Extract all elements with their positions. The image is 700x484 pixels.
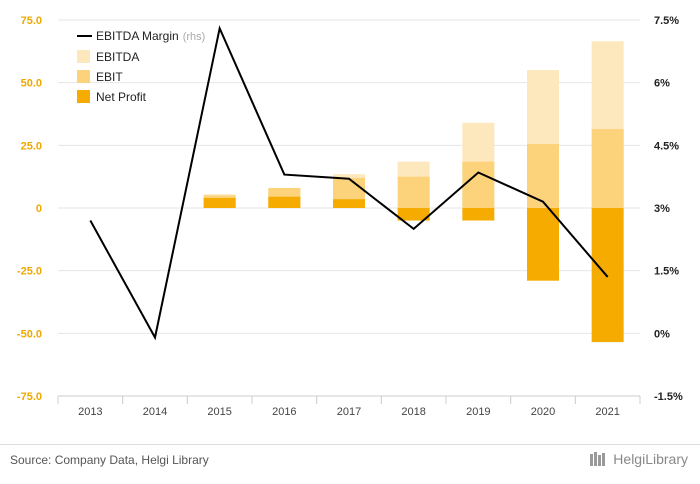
- legend-swatch-net-profit: [77, 90, 90, 103]
- y-right-tick-label: 7.5%: [654, 15, 679, 27]
- legend-label-ebit: EBIT: [96, 70, 123, 84]
- legend-swatch-ebit: [77, 70, 90, 83]
- y-left-tick-label: 25.0: [21, 140, 42, 152]
- x-tick-label: 2018: [401, 406, 425, 418]
- legend: EBITDA Margin (rhs) EBITDA EBIT Net Profit: [77, 29, 205, 104]
- x-tick-label: 2020: [531, 406, 555, 418]
- logo-text: HelgiLibrary: [613, 451, 688, 467]
- y-left-tick-label: -50.0: [17, 328, 42, 340]
- y-left-tick-label: 50.0: [21, 78, 42, 90]
- y-right-tick-label: 6%: [654, 78, 670, 90]
- legend-swatch-ebitda: [77, 50, 90, 63]
- y-right-tick-label: 1.5%: [654, 266, 679, 278]
- legend-label-ebitda: EBITDA: [96, 50, 139, 64]
- legend-label-net-profit: Net Profit: [96, 90, 147, 104]
- net-profit-bar: [527, 208, 559, 281]
- y-left-tick-label: -75.0: [17, 391, 42, 403]
- y-right-tick-label: 0%: [654, 328, 670, 340]
- x-tick-label: 2021: [595, 406, 619, 418]
- footer: Source: Company Data, Helgi Library Helg…: [0, 444, 700, 484]
- chart-area: 75.0 50.0 25.0 0 -25.0 -50.0 -75.0 7.5% 6% 4.5% 3%…: [0, 0, 700, 444]
- x-tick-label: 2019: [466, 406, 490, 418]
- ebit-bar: [398, 177, 430, 208]
- net-profit-bar: [333, 199, 365, 208]
- x-tick-label: 2014: [143, 406, 167, 418]
- x-tick-label: 2015: [207, 406, 231, 418]
- y-left-tick-label: 75.0: [21, 15, 42, 27]
- source-note: Source: Company Data, Helgi Library: [10, 453, 209, 467]
- x-tick-label: 2017: [337, 406, 361, 418]
- library-icon: [589, 451, 609, 467]
- ebit-bar: [592, 129, 624, 208]
- y-right-tick-label: 3%: [654, 203, 670, 215]
- net-profit-bar: [204, 198, 236, 208]
- x-tick-label: 2016: [272, 406, 296, 418]
- legend-label-ebitda-margin: EBITDA Margin: [96, 29, 179, 43]
- y-left-tick-label: -25.0: [17, 266, 42, 278]
- helgi-library-logo: HelgiLibrary: [589, 451, 688, 467]
- y-left-tick-label: 0: [36, 203, 42, 215]
- net-profit-bar: [592, 208, 624, 342]
- y-right-tick-label: -1.5%: [654, 391, 683, 403]
- x-tick-label: 2013: [78, 406, 102, 418]
- ebit-bar: [462, 162, 494, 208]
- ebit-bar: [527, 144, 559, 208]
- y-right-tick-label: 4.5%: [654, 140, 679, 152]
- legend-label-rhs: (rhs): [183, 31, 206, 43]
- net-profit-bar: [462, 208, 494, 221]
- net-profit-bar: [268, 197, 300, 208]
